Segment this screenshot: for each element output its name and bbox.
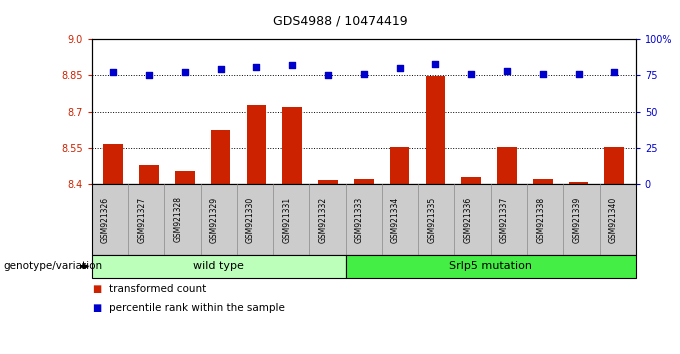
Text: GSM921329: GSM921329 [209,196,219,242]
Text: GSM921328: GSM921328 [173,196,182,242]
Text: GSM921327: GSM921327 [137,196,146,242]
Text: GSM921333: GSM921333 [355,196,364,242]
Point [215,67,226,72]
Text: Srlp5 mutation: Srlp5 mutation [449,261,532,272]
Text: GSM921339: GSM921339 [573,196,581,242]
Bar [211,130,231,184]
Text: GSM921338: GSM921338 [536,196,545,242]
Bar [282,107,302,184]
Point [251,64,262,69]
Text: ■: ■ [92,303,101,313]
Text: GSM921331: GSM921331 [282,196,291,242]
Bar [139,165,159,184]
Point [466,71,477,76]
Text: GSM921340: GSM921340 [609,196,617,242]
Point [609,69,619,75]
Bar [605,147,624,184]
Point [143,73,154,78]
Bar [568,182,588,184]
Text: GSM921336: GSM921336 [464,196,473,242]
Point [537,71,548,76]
Text: GSM921330: GSM921330 [246,196,255,242]
Bar [175,171,194,184]
Bar [318,181,338,184]
Bar [533,179,553,184]
Bar [390,147,409,184]
Text: GDS4988 / 10474419: GDS4988 / 10474419 [273,14,407,27]
Bar [103,144,123,184]
Bar [461,177,481,184]
Text: genotype/variation: genotype/variation [3,261,103,272]
Point [108,69,119,75]
Text: percentile rank within the sample: percentile rank within the sample [109,303,285,313]
Text: GSM921334: GSM921334 [391,196,400,242]
Bar [247,105,267,184]
Text: ■: ■ [92,284,101,293]
Point [180,69,190,75]
Text: GSM921337: GSM921337 [500,196,509,242]
Text: GSM921326: GSM921326 [101,196,110,242]
Point [394,65,405,71]
Text: GSM921335: GSM921335 [427,196,437,242]
Text: wild type: wild type [193,261,244,272]
Point [573,71,584,76]
Bar [497,147,517,184]
Bar [354,179,373,184]
Text: transformed count: transformed count [109,284,206,293]
Point [358,71,369,76]
Bar [426,76,445,184]
Point [502,68,513,74]
Point [322,73,333,78]
Point [287,62,298,68]
Point [430,61,441,67]
Text: GSM921332: GSM921332 [318,196,328,242]
